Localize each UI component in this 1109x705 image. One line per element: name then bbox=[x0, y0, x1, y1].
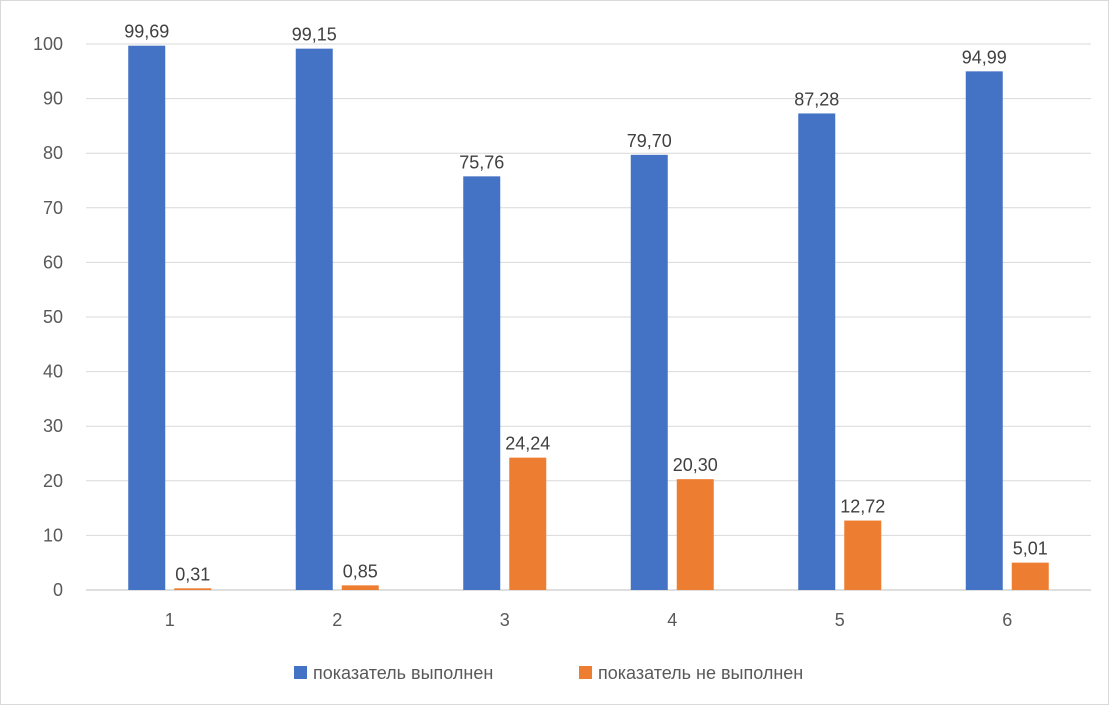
bar-done-1 bbox=[128, 45, 166, 590]
bar-not-done-2 bbox=[341, 585, 379, 590]
bars bbox=[128, 45, 1049, 591]
y-tick-label: 50 bbox=[43, 307, 63, 327]
data-label: 5,01 bbox=[1013, 539, 1048, 559]
legend: показатель выполнен показатель не выполне… bbox=[294, 663, 803, 683]
data-label: 0,31 bbox=[175, 564, 210, 584]
bar-not-done-1 bbox=[174, 588, 212, 590]
legend-swatch bbox=[579, 666, 592, 679]
y-tick-label: 90 bbox=[43, 89, 63, 109]
data-label: 20,30 bbox=[673, 455, 718, 475]
data-label: 99,69 bbox=[124, 22, 169, 42]
gridlines bbox=[86, 43, 1091, 591]
bar-done-4 bbox=[630, 154, 668, 590]
legend-label: показатель выполнен bbox=[313, 663, 493, 683]
y-tick-label: 20 bbox=[43, 471, 63, 491]
bar-not-done-6 bbox=[1011, 562, 1049, 590]
data-label: 87,28 bbox=[794, 89, 839, 109]
data-label: 94,99 bbox=[962, 47, 1007, 67]
data-label: 24,24 bbox=[505, 434, 550, 454]
x-tick-label: 6 bbox=[1002, 610, 1012, 630]
bar-done-6 bbox=[965, 71, 1003, 590]
x-tick-label: 4 bbox=[667, 610, 677, 630]
y-tick-label: 0 bbox=[53, 580, 63, 600]
bar-done-2 bbox=[295, 48, 333, 591]
x-tick-label: 1 bbox=[165, 610, 175, 630]
y-tick-label: 10 bbox=[43, 525, 63, 545]
bar-not-done-4 bbox=[676, 479, 714, 590]
data-label: 79,70 bbox=[627, 131, 672, 151]
data-label: 75,76 bbox=[459, 152, 504, 172]
bar-done-3 bbox=[463, 176, 501, 590]
data-label: 99,15 bbox=[292, 25, 337, 45]
y-tick-label: 40 bbox=[43, 362, 63, 382]
x-axis-ticks: 1 2 3 4 5 6 bbox=[165, 610, 1013, 630]
data-label: 0,85 bbox=[343, 561, 378, 581]
bar-not-done-5 bbox=[844, 520, 882, 590]
y-axis-ticks: 0 10 20 30 40 50 60 70 80 90 100 bbox=[33, 34, 63, 600]
bar-not-done-3 bbox=[509, 457, 547, 590]
y-tick-label: 60 bbox=[43, 252, 63, 272]
x-tick-label: 5 bbox=[835, 610, 845, 630]
y-tick-label: 100 bbox=[33, 34, 63, 54]
bar-done-5 bbox=[798, 113, 836, 590]
x-tick-label: 2 bbox=[332, 610, 342, 630]
legend-label: показатель не выполнен bbox=[598, 663, 803, 683]
y-tick-label: 70 bbox=[43, 198, 63, 218]
data-label: 12,72 bbox=[840, 497, 885, 517]
data-labels: 99,69 0,31 99,15 0,85 75,76 24,24 79,70 20,30 87… bbox=[124, 22, 1048, 585]
x-tick-label: 3 bbox=[500, 610, 510, 630]
legend-swatch bbox=[294, 666, 307, 679]
y-tick-label: 80 bbox=[43, 143, 63, 163]
y-tick-label: 30 bbox=[43, 416, 63, 436]
